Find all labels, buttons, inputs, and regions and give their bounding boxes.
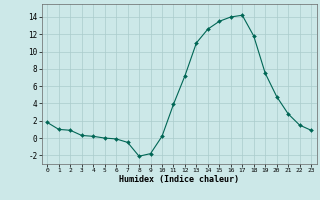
X-axis label: Humidex (Indice chaleur): Humidex (Indice chaleur) (119, 175, 239, 184)
